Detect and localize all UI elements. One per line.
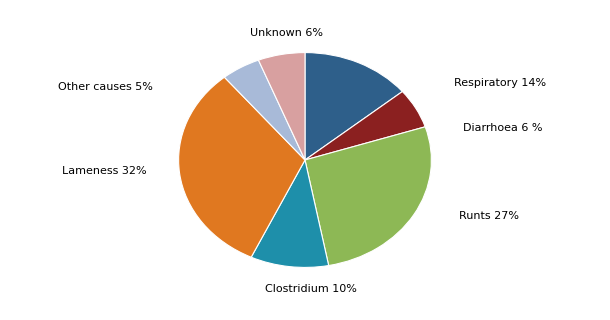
Text: Unknown 6%: Unknown 6% xyxy=(249,28,323,38)
Wedge shape xyxy=(305,92,425,160)
Wedge shape xyxy=(305,52,403,160)
Wedge shape xyxy=(305,127,431,266)
Wedge shape xyxy=(251,160,329,268)
Text: Clostridium 10%: Clostridium 10% xyxy=(265,284,357,294)
Wedge shape xyxy=(224,60,305,160)
Text: Diarrhoea 6 %: Diarrhoea 6 % xyxy=(463,123,542,133)
Text: Lameness 32%: Lameness 32% xyxy=(62,166,147,176)
Text: Runts 27%: Runts 27% xyxy=(459,211,519,221)
Wedge shape xyxy=(179,77,305,257)
Text: Respiratory 14%: Respiratory 14% xyxy=(454,78,547,88)
Text: Other causes 5%: Other causes 5% xyxy=(59,82,153,92)
Wedge shape xyxy=(259,52,305,160)
